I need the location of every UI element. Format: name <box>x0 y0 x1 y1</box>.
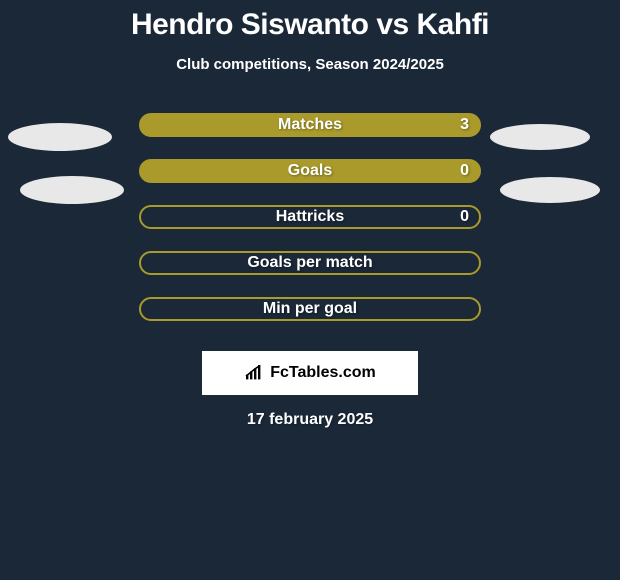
source-badge: FcTables.com <box>202 351 418 395</box>
stat-row: Goals 0 <box>139 159 481 183</box>
date-text: 17 february 2025 <box>0 411 620 429</box>
stat-value: 3 <box>460 115 469 135</box>
subtitle: Club competitions, Season 2024/2025 <box>0 56 620 73</box>
stat-row: Min per goal <box>139 297 481 321</box>
stat-value: 0 <box>460 207 469 227</box>
decorative-ellipse <box>20 176 124 204</box>
source-badge-text: FcTables.com <box>270 364 376 382</box>
stat-label: Hattricks <box>276 208 344 226</box>
decorative-ellipse <box>8 123 112 151</box>
stat-value: 0 <box>460 161 469 181</box>
stat-label: Matches <box>278 116 342 134</box>
stat-label: Goals <box>288 162 332 180</box>
decorative-ellipse <box>490 124 590 150</box>
decorative-ellipse <box>500 177 600 203</box>
stat-label: Goals per match <box>247 254 372 272</box>
stat-label: Min per goal <box>263 300 357 318</box>
stat-row: Goals per match <box>139 251 481 275</box>
page-title: Hendro Siswanto vs Kahfi <box>0 0 620 42</box>
stat-row: Matches 3 <box>139 113 481 137</box>
stat-row: Hattricks 0 <box>139 205 481 229</box>
chart-icon <box>244 365 264 381</box>
